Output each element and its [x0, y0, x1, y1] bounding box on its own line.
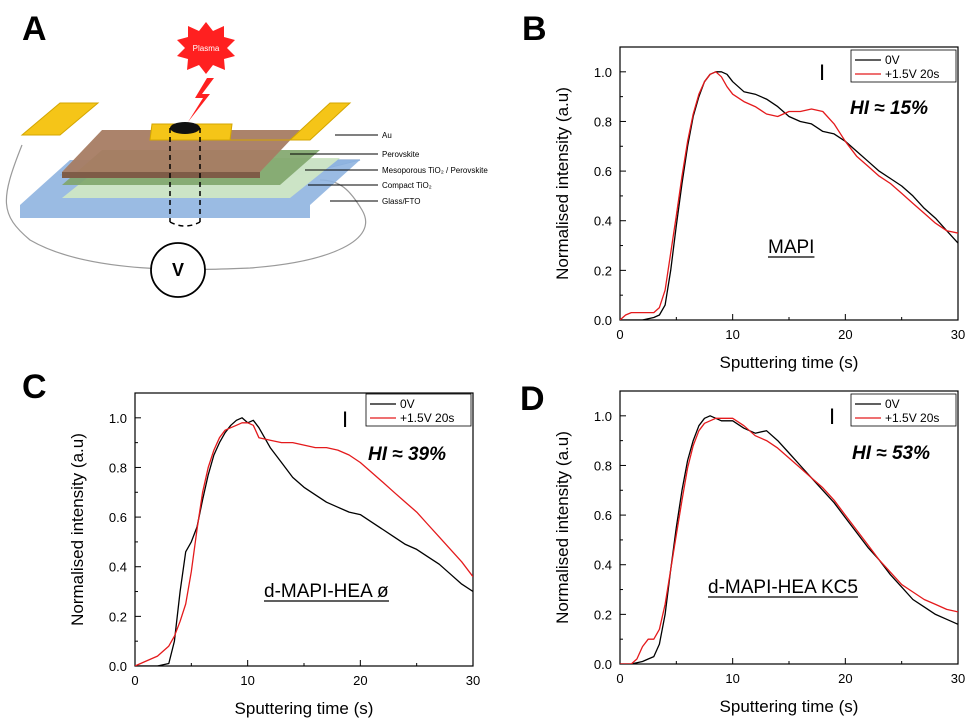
x-tick-label: 0 — [616, 671, 623, 686]
crater-top — [170, 122, 200, 134]
legend-label: 0V — [885, 53, 900, 67]
layer-label-perovskite: Perovskite — [382, 150, 420, 159]
panel-letter-a: A — [22, 10, 47, 48]
legend-box — [850, 393, 957, 427]
x-axis-label: Sputtering time (s) — [720, 697, 859, 716]
series-line-0v — [620, 71, 958, 320]
annotation-marker: I — [342, 407, 348, 432]
x-tick-label: 20 — [838, 327, 852, 342]
y-tick-label: 0.6 — [594, 508, 612, 523]
y-tick-label: 0.0 — [109, 659, 127, 674]
plot-frame — [134, 392, 474, 667]
x-tick-label: 0 — [616, 327, 623, 342]
legend-label: +1.5V 20s — [400, 411, 454, 425]
x-tick-label: 10 — [725, 671, 739, 686]
legend-label: 0V — [885, 397, 900, 411]
x-tick-label: 30 — [466, 673, 480, 688]
y-tick-label: 1.0 — [594, 65, 612, 80]
chart-c: 0 10 20 30 0.0 0.2 0.4 0.6 0.8 1.0 Sputtering time… — [68, 392, 480, 718]
device-schematic: A V Plasma Au Perovskite Mesoporous TiO₂… — [5, 10, 488, 298]
plot-frame — [619, 390, 959, 665]
x-tick-label: 10 — [240, 673, 254, 688]
layer-label-compact: Compact TiO₂ — [382, 181, 432, 190]
chart-d: 0 10 20 30 0.0 0.2 0.4 0.6 0.8 1.0 Sputtering time… — [553, 390, 965, 716]
panel-letter-d: D — [520, 380, 545, 418]
x-tick-label: 30 — [951, 327, 965, 342]
y-axis-label: Normalised intensity (a.u) — [68, 433, 87, 626]
layer-label-meso: Mesoporous TiO₂ / Perovskite — [382, 166, 488, 175]
series-line-biased — [135, 422, 473, 666]
x-axis-label: Sputtering time (s) — [235, 699, 374, 718]
hi-label: HI ≈ 15% — [850, 98, 928, 119]
au-contact-left — [20, 102, 100, 136]
circuit-wire — [5, 144, 367, 271]
x-axis-label: Sputtering time (s) — [720, 353, 859, 372]
series-line-biased — [620, 417, 958, 664]
y-tick-label: 0.6 — [594, 164, 612, 179]
layer-label-au: Au — [382, 131, 392, 140]
y-tick-label: 0.0 — [594, 657, 612, 672]
plasma-bolt — [188, 78, 214, 122]
y-tick-label: 0.2 — [594, 607, 612, 622]
annotation-marker: I — [829, 404, 835, 429]
plasma-label: Plasma — [193, 44, 220, 53]
legend-label: +1.5V 20s — [885, 411, 939, 425]
annotation-marker: I — [819, 60, 825, 85]
panel-letter-c: C — [22, 368, 47, 406]
x-tick-label: 20 — [353, 673, 367, 688]
series-line-0v — [135, 417, 473, 666]
y-tick-label: 0.8 — [109, 460, 127, 475]
legend-box — [850, 49, 957, 83]
series-line-biased — [620, 71, 958, 320]
legend-box — [365, 393, 472, 427]
y-tick-label: 0.4 — [109, 560, 127, 575]
perovskite-edge — [62, 172, 260, 178]
sample-label: d-MAPI-HEA ø — [264, 581, 389, 602]
y-tick-label: 0.4 — [594, 558, 612, 573]
layer-label-glass: Glass/FTO — [382, 197, 421, 206]
y-axis-label: Normalised intensity (a.u) — [553, 87, 572, 280]
plot-frame — [619, 46, 959, 321]
voltmeter-label: V — [172, 260, 184, 280]
y-tick-label: 0.8 — [594, 114, 612, 129]
y-tick-label: 0.8 — [594, 458, 612, 473]
chart-b: 0 10 20 30 0.0 0.2 0.4 0.6 0.8 1.0 Sputtering time… — [553, 46, 965, 372]
glass-fto-edge — [20, 205, 310, 218]
y-tick-label: 0.6 — [109, 510, 127, 525]
panel-letter-b: B — [522, 10, 547, 48]
y-tick-label: 1.0 — [594, 409, 612, 424]
x-tick-label: 10 — [725, 327, 739, 342]
plasma-burst — [177, 22, 235, 74]
sample-label: MAPI — [768, 237, 814, 258]
hi-label: HI ≈ 53% — [852, 443, 930, 464]
legend-label: 0V — [400, 397, 415, 411]
y-tick-label: 0.2 — [594, 263, 612, 278]
voltmeter-circle — [150, 242, 206, 298]
x-tick-label: 0 — [131, 673, 138, 688]
y-tick-label: 0.4 — [594, 214, 612, 229]
hi-label: HI ≈ 39% — [368, 444, 446, 465]
y-axis-label: Normalised intensity (a.u) — [553, 431, 572, 624]
x-tick-label: 20 — [838, 671, 852, 686]
sample-label: d-MAPI-HEA KC5 — [708, 577, 858, 598]
y-tick-label: 1.0 — [109, 411, 127, 426]
au-contact-right — [225, 102, 352, 141]
y-tick-label: 0.2 — [109, 609, 127, 624]
x-tick-label: 30 — [951, 671, 965, 686]
legend-label: +1.5V 20s — [885, 67, 939, 81]
y-tick-label: 0.0 — [594, 313, 612, 328]
crater-bottom — [169, 221, 201, 227]
